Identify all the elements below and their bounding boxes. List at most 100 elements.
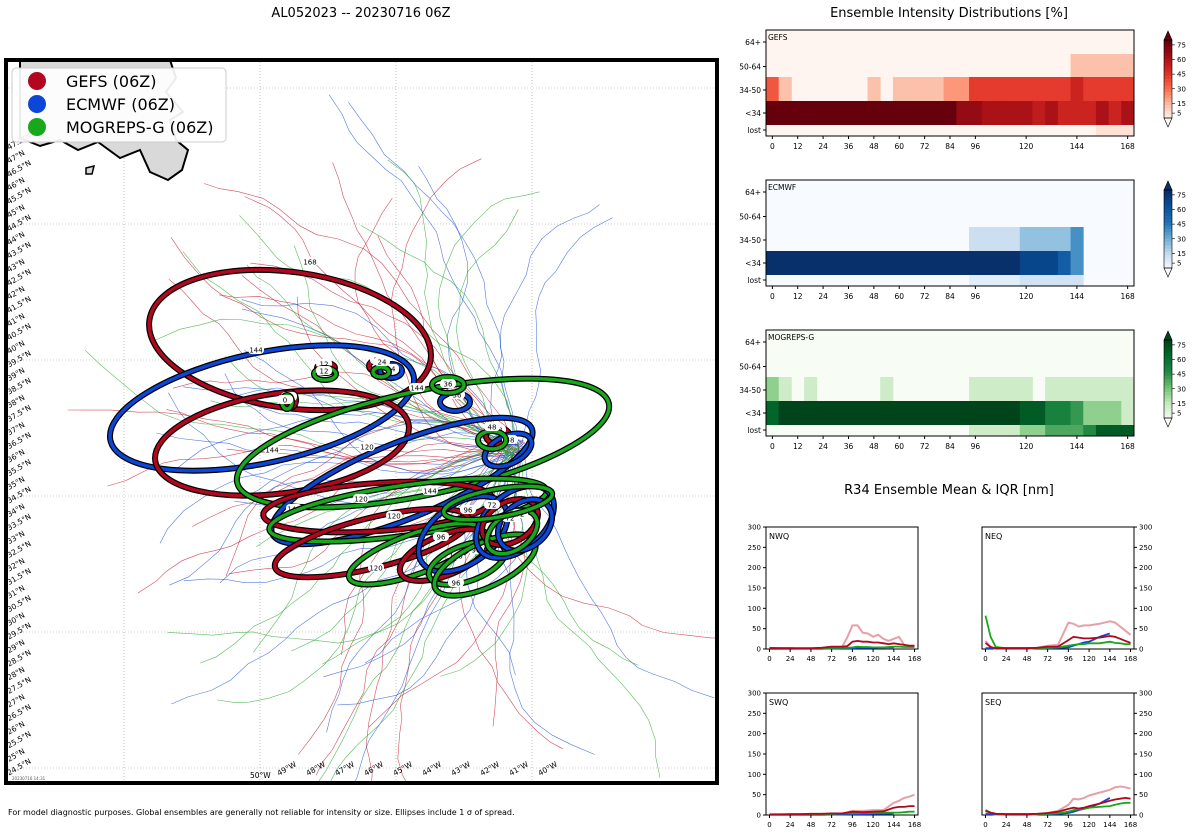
colorbar-segment <box>1164 59 1172 64</box>
x-tick-label: 168 <box>1120 442 1135 451</box>
heatmap-cell <box>905 101 919 125</box>
legend-entry-gefs: GEFS (06Z) <box>28 72 156 91</box>
y-tick-label: lost <box>747 126 761 135</box>
legend-entry-mogreps: MOGREPS-G (06Z) <box>28 118 213 137</box>
ellipse-label-bg <box>484 422 500 431</box>
heatmap-cell <box>804 401 818 425</box>
heatmap-cell <box>1057 275 1071 286</box>
x-tick-label: 72 <box>1043 821 1052 829</box>
colorbar-segment <box>1164 49 1172 54</box>
x-tick-label: 84 <box>945 292 955 301</box>
ensemble-track <box>348 102 518 460</box>
y-tick-label: <34 <box>745 409 761 418</box>
heatmap-cell <box>1019 377 1033 401</box>
colorbar-segment <box>1164 88 1172 93</box>
colorbar-segment <box>1164 56 1172 60</box>
heatmap-cell <box>943 77 957 101</box>
colorbar-segment <box>1164 340 1172 344</box>
heatmap-cell <box>956 101 970 125</box>
y-tick-label: 250 <box>1139 710 1152 718</box>
heatmap-cell <box>1070 101 1084 125</box>
footer-note: For model diagnostic purposes. Global en… <box>8 808 515 817</box>
colorbar-segment <box>1164 248 1172 253</box>
heatmap-cell <box>1019 275 1033 286</box>
colorbar-segment <box>1164 372 1172 377</box>
heatmap-cell <box>1108 54 1122 77</box>
heatmap-cell <box>994 401 1008 425</box>
heatmap-cell <box>1108 425 1122 436</box>
colorbar-segment <box>1164 408 1172 412</box>
y-tick-label: 64+ <box>745 188 761 197</box>
colorbar-segment <box>1164 72 1172 77</box>
heatmap-cell <box>1007 101 1021 125</box>
colorbar-min-arrow <box>1163 417 1173 428</box>
heatmap-cell <box>1032 275 1046 286</box>
heatmap-cell <box>1032 77 1046 101</box>
x-tick-label: 96 <box>1064 821 1073 829</box>
colorbar-segment <box>1164 385 1172 390</box>
x-tick-label: 120 <box>866 821 879 829</box>
colorbar-frame <box>1163 39 1173 119</box>
x-tick-label: 24 <box>786 655 795 663</box>
heatmap-cell <box>854 251 868 275</box>
x-tick-label: 60 <box>894 292 904 301</box>
ellipse-label-bg <box>484 500 500 509</box>
ensemble-track <box>244 196 516 451</box>
colorbar-segment <box>1164 85 1172 90</box>
r34-panel-label: SEQ <box>985 698 1001 707</box>
colorbar-segment <box>1164 392 1172 396</box>
x-tick-label: 12 <box>793 292 803 301</box>
r34-panel-swq: SWQ 0 24 48 72 96 120 144 168 0 50 100 150 200 250 300 <box>748 690 922 830</box>
ensemble-track <box>298 442 512 755</box>
heatmap-cell <box>969 425 983 436</box>
y-tick-label: 300 <box>1139 690 1152 698</box>
colorbar-segment <box>1164 199 1172 204</box>
y-tick-label: 100 <box>748 771 761 779</box>
y-tick-label: 100 <box>1139 605 1152 613</box>
x-tick-label: 0 <box>770 142 775 151</box>
heatmap-cell <box>1057 227 1071 251</box>
heatmap-cell <box>956 251 970 275</box>
forecast-hour-label: 0 <box>283 397 287 405</box>
r34-panel-nwq: NWQ 0 24 48 72 96 120 144 168 0 50 100 150 200 250 300 <box>748 524 922 664</box>
uncertainty-ellipse <box>371 365 391 379</box>
heatmap-cell <box>969 227 983 251</box>
heatmap-cell <box>867 401 881 425</box>
forecast-hour-label: 36 <box>453 392 462 400</box>
y-tick-label: 200 <box>1139 564 1152 572</box>
ellipse-label-bg <box>460 505 476 514</box>
x-tick-label: 12 <box>793 142 803 151</box>
x-tick-label: 48 <box>806 821 815 829</box>
y-tick-label: 64+ <box>745 38 761 47</box>
forecast-hour-label: 168 <box>303 259 316 267</box>
forecast-hour-label: 72 <box>488 502 497 510</box>
colorbar-segment <box>1164 401 1172 406</box>
heatmap-cell <box>766 251 780 275</box>
legend-marker-mogreps <box>28 118 46 136</box>
ellipse-label-bg <box>409 383 425 392</box>
y-tick-label: 50-64 <box>739 363 761 372</box>
heatmap-cell <box>994 77 1008 101</box>
heatmap-cell <box>1083 101 1097 125</box>
heatmap-cell <box>1083 425 1097 436</box>
x-tick-label: 12 <box>793 442 803 451</box>
x-tick-label: 120 <box>1082 655 1095 663</box>
heatmap-cell <box>778 251 792 275</box>
x-tick-label: 120 <box>866 655 879 663</box>
colorbar-max-arrow <box>1163 180 1173 191</box>
heatmap-cell <box>981 77 995 101</box>
heatmap-section-title: Ensemble Intensity Distributions [%] <box>830 6 1068 21</box>
heatmap-cell <box>804 251 818 275</box>
y-tick-label: 64+ <box>745 338 761 347</box>
x-tick-label: 24 <box>818 292 828 301</box>
heatmap-cell <box>880 251 894 275</box>
x-tick-label: 168 <box>908 821 921 829</box>
ellipse-label-group: 72 <box>484 500 500 510</box>
colorbar-tick-label: 5 <box>1177 110 1181 118</box>
heatmap-cell <box>981 401 995 425</box>
ensemble-track <box>235 395 519 448</box>
heatmap-cell <box>1070 77 1084 101</box>
heatmap-cell <box>1121 77 1135 101</box>
ensemble-track <box>183 454 515 583</box>
